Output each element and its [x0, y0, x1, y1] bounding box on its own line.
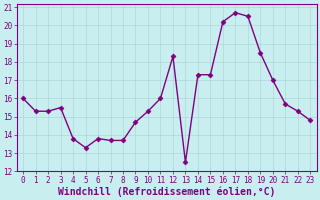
- X-axis label: Windchill (Refroidissement éolien,°C): Windchill (Refroidissement éolien,°C): [58, 186, 276, 197]
